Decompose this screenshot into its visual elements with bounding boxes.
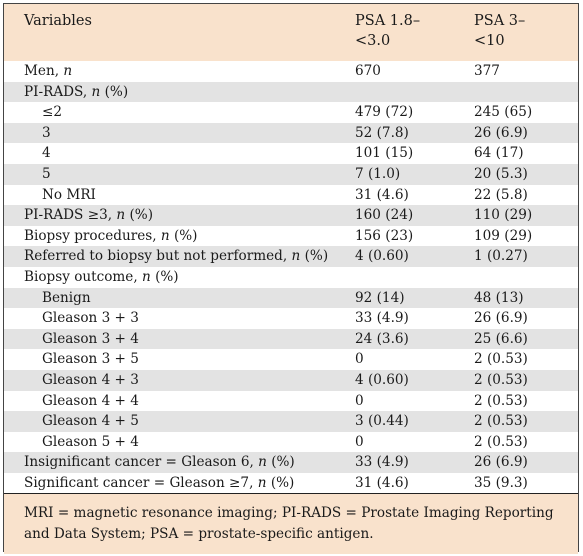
table-row: 4 101 (15) 64 (17) (4, 143, 578, 164)
cell-psa-high: 2 (0.53) (474, 371, 528, 388)
cell-psa-low: 4 (0.60) (355, 371, 409, 388)
row-label: ≤2 (42, 104, 63, 121)
cell-psa-high: 22 (5.8) (474, 186, 528, 203)
row-label: Gleason 4 + 3 (42, 371, 139, 388)
cell-psa-low: 101 (15) (355, 145, 414, 162)
cell-psa-low: 31 (4.6) (355, 186, 409, 203)
cell-psa-high: 2 (0.53) (474, 392, 528, 409)
cell-psa-low: 0 (355, 392, 364, 409)
cell-psa-low: 33 (4.9) (355, 454, 409, 471)
table-row: Gleason 3 + 5 0 2 (0.53) (4, 349, 578, 370)
table-row: ≤2 479 (72) 245 (65) (4, 102, 578, 123)
row-label: Gleason 4 + 5 (42, 413, 139, 430)
row-label: Gleason 5 + 4 (42, 433, 139, 450)
table-row: No MRI 31 (4.6) 22 (5.8) (4, 184, 578, 206)
cell-psa-low: 479 (72) (355, 104, 414, 121)
row-label: 4 (42, 145, 51, 162)
header-variables-text: Variables (24, 13, 92, 29)
cell-psa-high: 64 (17) (474, 145, 524, 162)
row-label: Gleason 3 + 3 (42, 310, 139, 327)
cell-psa-low: 4 (0.60) (355, 248, 409, 265)
table-row: Insignificant cancer = Gleason 6, n (%) 3… (4, 452, 578, 473)
cell-psa-low: 92 (14) (355, 289, 405, 306)
cell-psa-high: 110 (29) (474, 207, 533, 224)
header-psa-high: PSA 3– <10 (474, 11, 525, 51)
cell-psa-low: 0 (355, 351, 364, 368)
header-psa-low-line1: PSA 1.8– (355, 13, 421, 29)
row-label: Gleason 4 + 4 (42, 392, 139, 409)
row-label: Insignificant cancer = Gleason 6, n (%) (24, 454, 295, 471)
cell-psa-low: 160 (24) (355, 207, 414, 224)
row-label: Significant cancer = Gleason ≥7, n (%) (24, 474, 295, 491)
cell-psa-low: 670 (355, 63, 381, 79)
table-row: Gleason 5 + 4 0 2 (0.53) (4, 431, 578, 453)
cell-psa-high: 48 (13) (474, 289, 524, 306)
header-psa-high-line2: <10 (474, 33, 505, 49)
table-row: Benign 92 (14) 48 (13) (4, 287, 578, 309)
cell-psa-high: 35 (9.3) (474, 474, 528, 491)
cell-psa-high: 25 (6.6) (474, 330, 528, 347)
table-row: Referred to biopsy but not performed, n … (4, 246, 578, 267)
table-footnote: MRI = magnetic resonance imaging; PI-RAD… (4, 493, 578, 554)
cell-psa-high: 377 (474, 63, 500, 79)
row-label: Gleason 3 + 4 (42, 330, 139, 347)
cell-psa-low: 24 (3.6) (355, 330, 409, 347)
header-psa-low: PSA 1.8– <3.0 (355, 11, 420, 51)
table-row: Gleason 4 + 5 3 (0.44) 2 (0.53) (4, 411, 578, 432)
header-variables: Variables (24, 11, 92, 31)
cell-psa-low: 156 (23) (355, 227, 414, 244)
cell-psa-high: 2 (0.53) (474, 351, 528, 368)
table-row: Gleason 3 + 3 33 (4.9) 26 (6.9) (4, 308, 578, 329)
cell-psa-high: 20 (5.3) (474, 165, 528, 182)
table-row: Men, n 670 377 (4, 61, 578, 82)
cell-psa-high: 26 (6.9) (474, 124, 528, 141)
row-label: PI-RADS ≥3, n (%) (24, 207, 154, 224)
table-row: 3 52 (7.8) 26 (6.9) (4, 122, 578, 144)
cell-psa-low: 3 (0.44) (355, 413, 409, 430)
header-psa-low-line2: <3.0 (355, 33, 391, 49)
cell-psa-high: 245 (65) (474, 104, 533, 121)
table-frame: Variables PSA 1.8– <3.0 PSA 3– <10 Men, … (3, 3, 579, 554)
cell-psa-low: 52 (7.8) (355, 124, 409, 141)
table-header: Variables PSA 1.8– <3.0 PSA 3– <10 (4, 4, 578, 62)
row-label: Men, n (24, 63, 73, 79)
cell-psa-high: 26 (6.9) (474, 310, 528, 327)
row-label: No MRI (42, 186, 96, 203)
row-label: Biopsy outcome, n (%) (24, 268, 179, 285)
table-row: PI-RADS, n (%) (4, 81, 578, 103)
table-row: Gleason 4 + 4 0 2 (0.53) (4, 390, 578, 412)
cell-psa-high: 26 (6.9) (474, 454, 528, 471)
table-row: PI-RADS ≥3, n (%) 160 (24) 110 (29) (4, 205, 578, 226)
cell-psa-high: 2 (0.53) (474, 413, 528, 430)
cell-psa-low: 31 (4.6) (355, 474, 409, 491)
row-label: Referred to biopsy but not performed, n … (24, 248, 329, 265)
table-row: 5 7 (1.0) 20 (5.3) (4, 163, 578, 185)
cell-psa-low: 7 (1.0) (355, 165, 401, 182)
table-row: Significant cancer = Gleason ≥7, n (%) 31… (4, 472, 578, 494)
row-label: 3 (42, 124, 51, 141)
row-label: Benign (42, 289, 91, 306)
cell-psa-high: 1 (0.27) (474, 248, 528, 265)
row-label: Biopsy procedures, n (%) (24, 227, 198, 244)
table-row: Gleason 3 + 4 24 (3.6) 25 (6.6) (4, 328, 578, 350)
cell-psa-low: 0 (355, 433, 364, 450)
table-row: Biopsy outcome, n (%) (4, 266, 578, 288)
table-row: Gleason 4 + 3 4 (0.60) 2 (0.53) (4, 369, 578, 391)
footnote-text: MRI = magnetic resonance imaging; PI-RAD… (24, 505, 554, 542)
cell-psa-high: 109 (29) (474, 227, 533, 244)
header-psa-high-line1: PSA 3– (474, 13, 526, 29)
table-row: Biopsy procedures, n (%) 156 (23) 109 (29) (4, 225, 578, 247)
table-body: Men, n 670 377 PI-RADS, n (%) ≤2 479 (72) 245 … (4, 61, 578, 494)
row-label: PI-RADS, n (%) (24, 83, 129, 100)
row-label: Gleason 3 + 5 (42, 351, 139, 368)
cell-psa-high: 2 (0.53) (474, 433, 528, 450)
row-label: 5 (42, 165, 51, 182)
cell-psa-low: 33 (4.9) (355, 310, 409, 327)
